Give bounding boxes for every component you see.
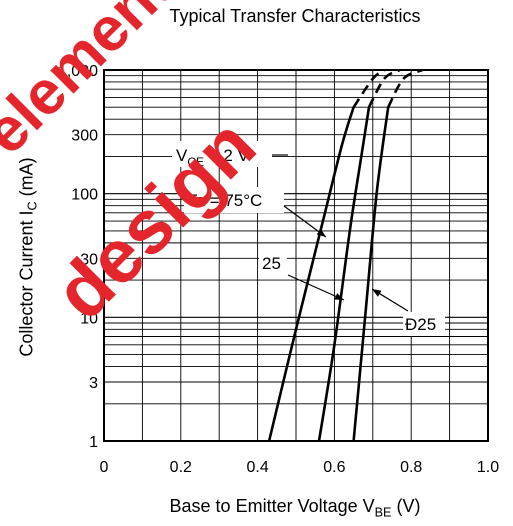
y-tick-label: 30 — [80, 251, 98, 268]
series-label-75-arrow-head — [316, 228, 326, 237]
chart-title: Typical Transfer Characteristics — [169, 6, 421, 26]
series-label-25-bg — [259, 251, 287, 275]
y-tick-label: 1,000 — [58, 63, 98, 80]
series-label-75-bg — [184, 187, 284, 213]
series-label-neg25-bg — [403, 312, 445, 336]
series-label-neg25-arrow-head — [372, 289, 382, 297]
condition-label-bg — [172, 141, 272, 167]
series-line — [317, 106, 371, 442]
x-tick-label: 0.4 — [246, 459, 268, 476]
series-line — [352, 107, 390, 442]
x-axis-label-unit: (V) — [391, 496, 421, 516]
y-tick-label: 1 — [89, 434, 98, 451]
series-line-dashed — [367, 68, 401, 108]
x-tick-label: 1.0 — [477, 459, 499, 476]
y-tick-label: 3 — [89, 375, 98, 392]
x-tick-label: 0.6 — [323, 459, 345, 476]
series-label-neg25: Ð25 — [405, 315, 436, 334]
series-label-25-arrow-head — [334, 293, 344, 300]
y-axis-label-sub: C — [25, 201, 40, 211]
series-line-dashed — [387, 68, 424, 108]
x-axis-label-text: Base to Emitter Voltage V — [169, 496, 375, 516]
y-axis-label-text: Collector Current I — [16, 210, 37, 357]
x-tick-label: 0.2 — [170, 459, 192, 476]
plot-frame — [103, 69, 489, 442]
y-axis-label-unit: (mA) — [16, 157, 37, 202]
x-tick-label: 0 — [100, 459, 109, 476]
x-tick-label: 0.8 — [400, 459, 422, 476]
series-label-25-arrow — [287, 274, 345, 301]
y-tick-label: 300 — [71, 128, 98, 145]
series-line-dashed — [352, 68, 386, 108]
condition-label: VCE = 2 V — [176, 146, 250, 169]
x-axis-label: Base to Emitter Voltage VBE (V) — [100, 496, 490, 519]
series-label-75: Ta = 75°C — [187, 191, 262, 210]
series-label-25: 25 — [262, 254, 281, 273]
y-tick-label: 10 — [80, 310, 98, 327]
y-tick-label: 100 — [71, 187, 98, 204]
x-axis-label-sub: BE — [374, 505, 392, 520]
